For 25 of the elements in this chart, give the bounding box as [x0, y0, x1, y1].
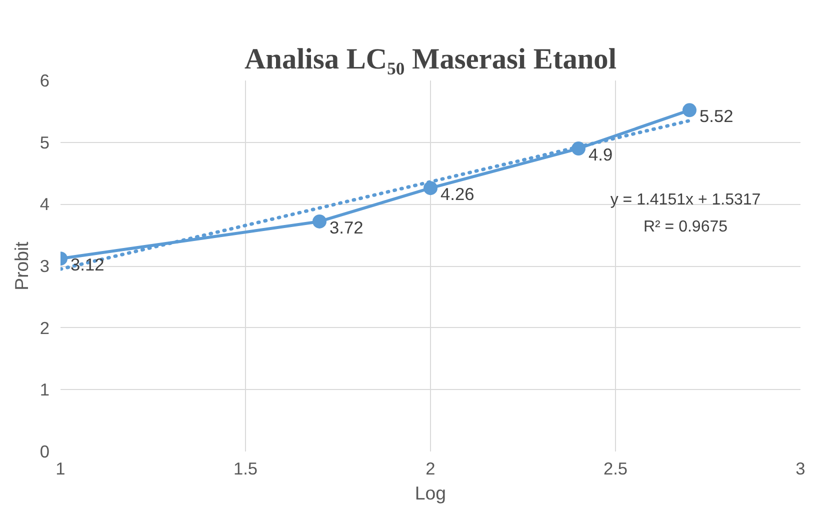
x-axis-title: Log: [414, 482, 446, 504]
chart-title: Analisa LC₅₀ Maserasi Etanol: [244, 44, 617, 76]
annotation: y = 1.4151x + 1.5317: [610, 192, 761, 208]
data-label: 3.12: [70, 254, 104, 275]
y-tick-label: 4: [40, 194, 50, 214]
x-tick-label: 3: [796, 458, 806, 478]
x-tick-label: 2.5: [603, 458, 628, 478]
y-tick-label: 1: [40, 380, 50, 400]
data-label: 4.26: [440, 184, 474, 204]
y-tick-label: 0: [40, 442, 50, 462]
y-tick-label: 2: [40, 318, 50, 338]
data-label: 4.9: [588, 144, 613, 165]
annotation: R² = 0.9675: [643, 218, 728, 236]
y-tick-label: 5: [40, 132, 50, 152]
x-tick-label: 2: [426, 458, 436, 478]
x-tick-label: 1: [56, 458, 66, 478]
y-axis-title: Probit: [10, 240, 32, 290]
y-tick-label: 6: [40, 70, 50, 90]
y-tick-label: 3: [40, 256, 50, 276]
x-tick-label: 1.5: [233, 458, 258, 478]
point: [312, 214, 326, 228]
point: [682, 103, 696, 118]
data-label: 3.72: [330, 217, 364, 238]
data-label: 5.52: [700, 106, 734, 126]
point: [424, 181, 438, 196]
